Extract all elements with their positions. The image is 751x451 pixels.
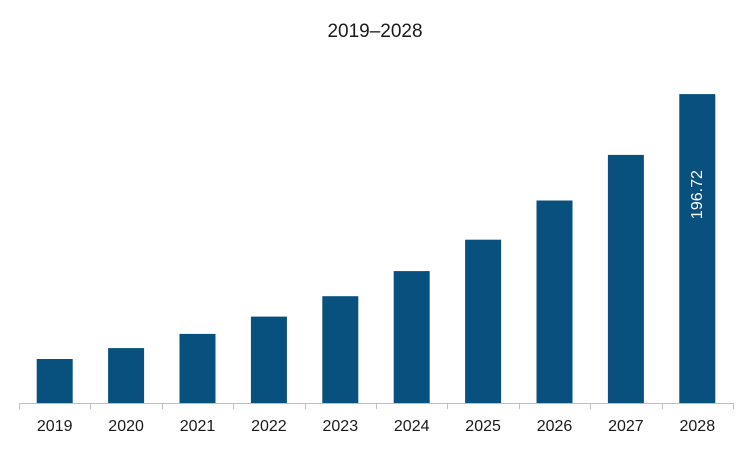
x-tick-label: 2020 xyxy=(108,418,144,435)
bar-2021 xyxy=(179,333,216,403)
bar-2024 xyxy=(393,271,430,403)
data-labels-group: 196.72 xyxy=(689,170,706,219)
bar-2027 xyxy=(607,154,644,403)
x-tick-label: 2024 xyxy=(394,418,430,435)
bar-2022 xyxy=(250,316,287,403)
bar-2025 xyxy=(465,239,502,403)
x-tick-label: 2023 xyxy=(323,418,359,435)
bar-2028 xyxy=(679,94,716,403)
bar-2019 xyxy=(36,359,73,403)
bars-group xyxy=(36,94,716,403)
data-label-2028: 196.72 xyxy=(689,170,706,219)
bar-2026 xyxy=(536,200,573,403)
x-tick-label: 2025 xyxy=(465,418,501,435)
x-tick-label: 2026 xyxy=(537,418,573,435)
x-tick-label: 2021 xyxy=(180,418,216,435)
x-tick-label: 2027 xyxy=(608,418,644,435)
bar-2020 xyxy=(108,348,145,403)
x-axis-ticks: 2019 2020 2021 2022 2023 2024 2025 2026 2027 2028 xyxy=(19,403,734,435)
x-tick-label: 2028 xyxy=(680,418,716,435)
x-tick-label: 2022 xyxy=(251,418,287,435)
bar-2023 xyxy=(322,296,359,403)
chart-title: 2019–2028 xyxy=(327,21,422,42)
x-tick-label: 2019 xyxy=(37,418,73,435)
